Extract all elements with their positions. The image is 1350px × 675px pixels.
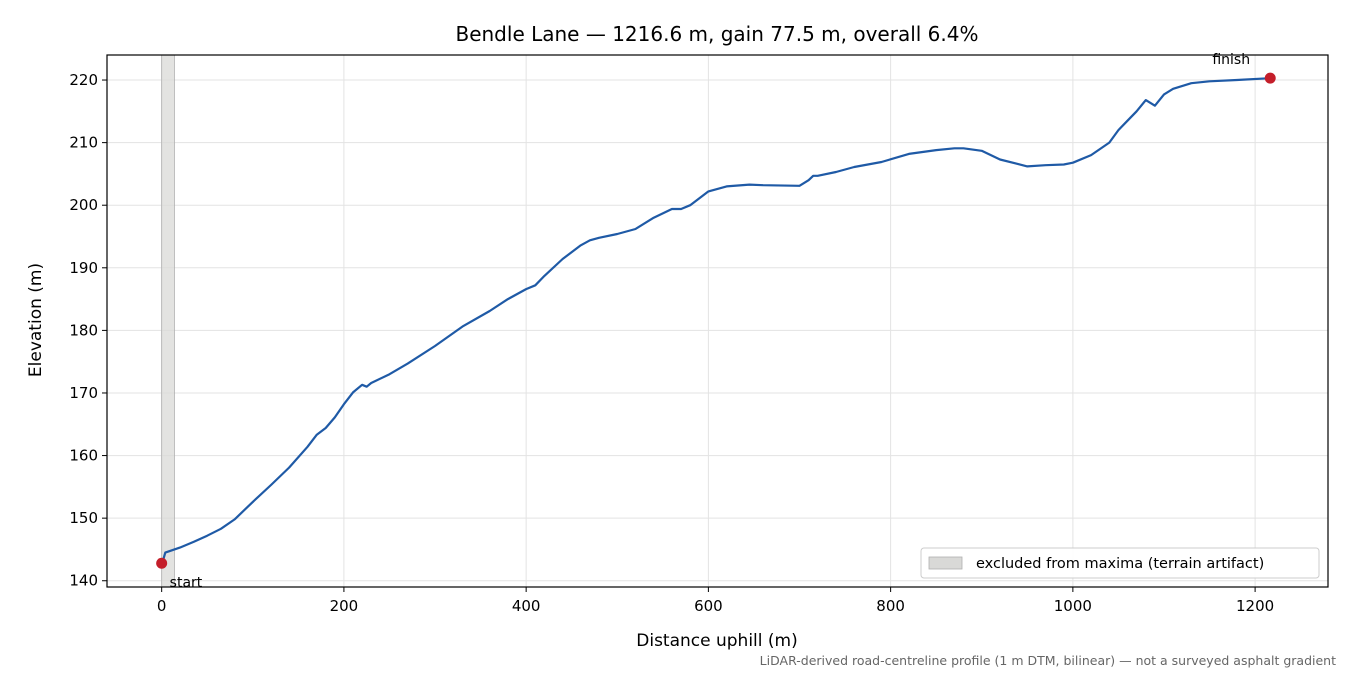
grid — [107, 55, 1328, 587]
x-tick-label: 200 — [330, 597, 359, 615]
y-axis-label: Elevation (m) — [26, 263, 46, 377]
y-tick-label: 210 — [69, 134, 98, 152]
x-tick-label: 600 — [694, 597, 723, 615]
finish-label: finish — [1212, 52, 1250, 68]
elevation-line — [160, 77, 1271, 564]
x-tick-label: 400 — [512, 597, 541, 615]
y-tick-label: 170 — [69, 384, 98, 402]
footnote: LiDAR-derived road-centreline profile (1… — [760, 653, 1336, 668]
legend-box — [920, 547, 1320, 579]
legend: excluded from maxima (terrain artifact) — [920, 547, 1320, 579]
x-tick-label: 800 — [876, 597, 905, 615]
y-tick-label: 180 — [69, 321, 98, 339]
x-axis: 0 200 400 600 800 1000 1200 — [157, 587, 1274, 615]
start-label: start — [170, 575, 203, 591]
plot-frame — [106, 54, 1329, 588]
excluded-band — [161, 54, 175, 588]
y-tick-label: 220 — [69, 71, 98, 89]
x-axis-label: Distance uphill (m) — [636, 631, 797, 651]
x-tick-label: 0 — [157, 597, 167, 615]
y-axis: 140 150 160 170 180 190 200 210 220 — [69, 71, 107, 590]
legend-label: excluded from maxima (terrain artifact) — [976, 556, 1264, 572]
y-tick-label: 150 — [69, 509, 98, 527]
legend-swatch — [928, 556, 963, 570]
y-tick-label: 140 — [69, 572, 98, 590]
start-marker — [156, 557, 168, 569]
y-tick-label: 200 — [69, 196, 98, 214]
y-tick-label: 160 — [69, 447, 98, 465]
y-tick-label: 190 — [69, 259, 98, 277]
chart-title: Bendle Lane — 1216.6 m, gain 77.5 m, ove… — [455, 22, 978, 46]
x-tick-label: 1000 — [1054, 597, 1092, 615]
x-tick-label: 1200 — [1236, 597, 1274, 615]
finish-marker — [1264, 72, 1276, 84]
